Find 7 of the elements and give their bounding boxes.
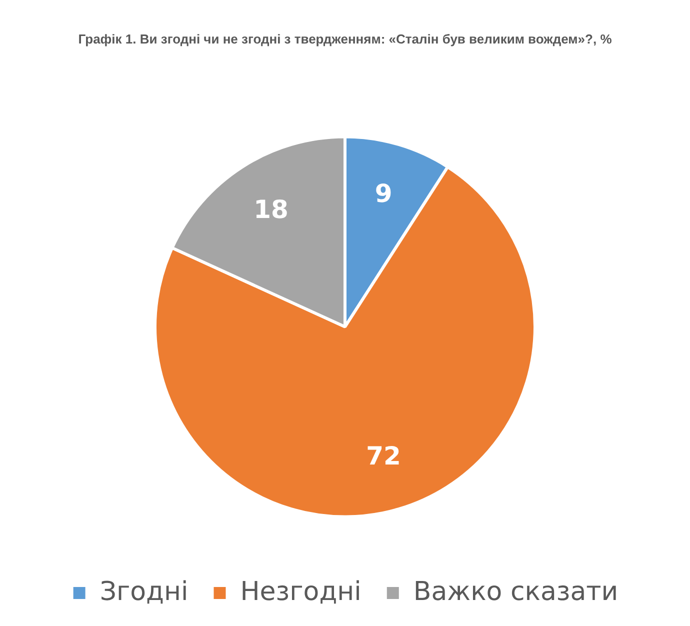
data-label: 9 — [374, 179, 392, 208]
legend-label: Згодні — [100, 576, 188, 607]
legend-label: Важко сказати — [413, 576, 618, 607]
legend-label: Незгодні — [240, 576, 362, 607]
chart-title: Графік 1. Ви згодні чи не згодні з твердженням: «Сталін був великим вождем»?, % — [78, 31, 612, 46]
data-label: 18 — [254, 195, 288, 224]
data-label: 72 — [366, 442, 401, 471]
